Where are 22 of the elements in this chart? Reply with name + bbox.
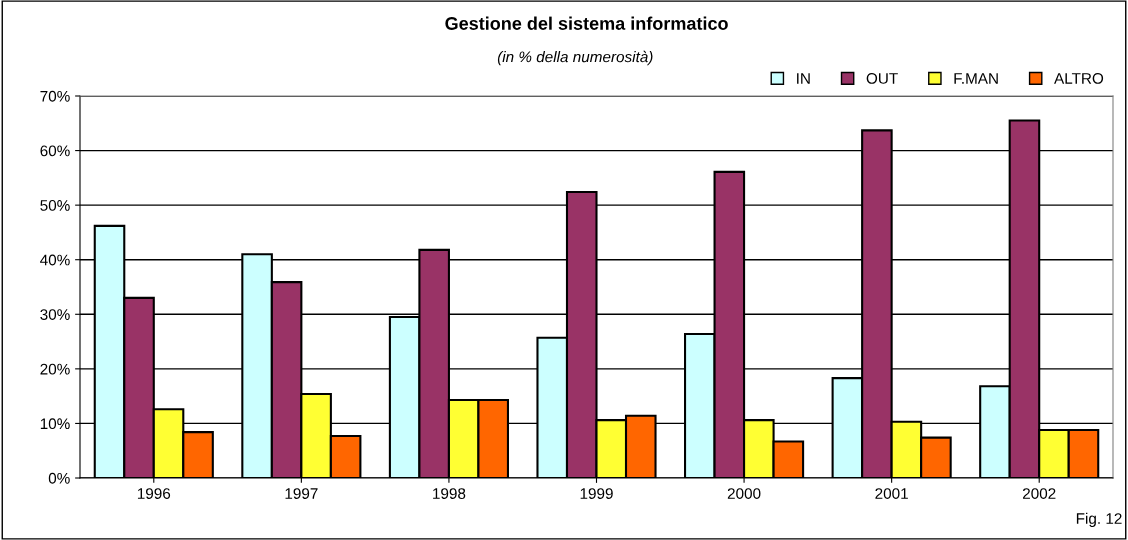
x-tick-label: 2002 (1022, 488, 1056, 499)
legend-label: ALTRO (1054, 73, 1104, 84)
x-tick-label: 1999 (580, 488, 613, 499)
y-tick-label: 10% (40, 418, 70, 430)
y-tick-label: 30% (40, 309, 70, 320)
y-tick-label: 20% (40, 363, 70, 375)
legend-label: OUT (866, 73, 898, 84)
chart-subtitle: (in % della numerosità) (497, 50, 653, 66)
x-tick-label: 1996 (137, 488, 171, 499)
chart-title: Gestione del sistema informatico (445, 16, 728, 30)
x-tick-label: 2000 (727, 488, 761, 499)
y-tick-label: 70% (40, 90, 70, 102)
legend-label: IN (797, 73, 810, 84)
y-tick-label: 50% (40, 200, 70, 211)
caption: Fig. 12 (1076, 512, 1122, 527)
legend-label: F.MAN (954, 73, 998, 84)
x-tick-label: 2001 (875, 488, 908, 499)
x-tick-label: 1998 (433, 488, 466, 499)
y-tick-label: 0% (48, 472, 70, 484)
x-tick-label: 1997 (285, 488, 318, 499)
y-tick-label: 40% (40, 254, 70, 266)
y-tick-label: 60% (40, 145, 70, 157)
